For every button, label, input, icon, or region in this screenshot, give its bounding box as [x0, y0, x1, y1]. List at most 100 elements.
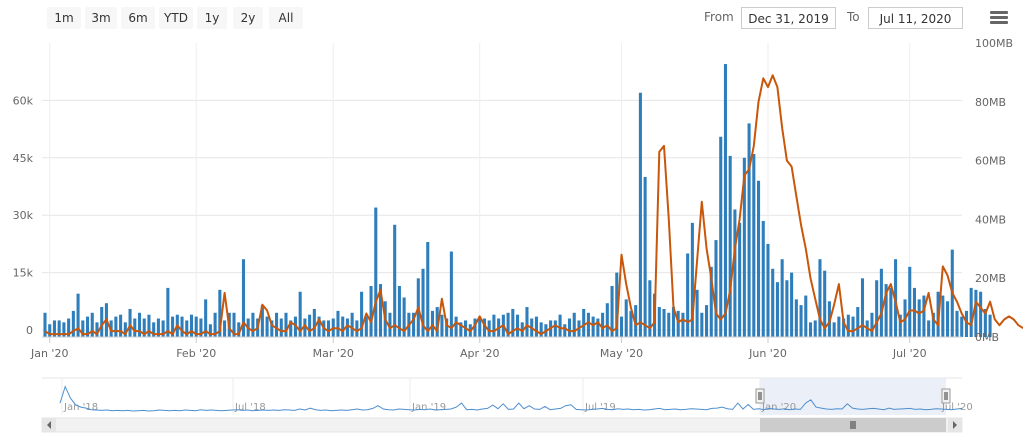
range-1m-button[interactable]: 1m	[47, 7, 81, 29]
navigator-left-handle[interactable]	[755, 388, 765, 404]
y-right-tick-label-2: 40MB	[975, 213, 1006, 226]
y-right-tick-label-4: 80MB	[975, 96, 1006, 109]
bar-99	[511, 308, 515, 337]
bar-60	[326, 320, 331, 337]
bar-32	[194, 316, 198, 337]
bar-131	[662, 308, 666, 337]
bar-23	[152, 322, 156, 337]
range-all-button[interactable]: All	[269, 7, 303, 29]
bar-18	[128, 308, 132, 337]
bar-195	[964, 310, 968, 337]
y-right-tick-label-5: 100MB	[975, 37, 1013, 50]
bar-111	[567, 318, 572, 337]
navigator-right-handle[interactable]	[941, 388, 951, 404]
bar-146	[733, 209, 737, 337]
bar-154	[771, 268, 775, 337]
bar-197	[974, 289, 978, 337]
bar-137	[690, 222, 694, 337]
bar-10	[90, 312, 94, 337]
bar-171	[851, 316, 855, 337]
hamburger-menu-icon[interactable]	[990, 11, 1008, 25]
bar-119	[605, 303, 609, 337]
bar-109	[558, 314, 562, 337]
bar-183	[908, 266, 912, 337]
bar-175	[870, 312, 874, 337]
range-2y-button[interactable]: 2y	[233, 7, 263, 29]
bar-161	[804, 295, 808, 337]
bar-29	[180, 316, 184, 337]
bar-38	[223, 320, 227, 337]
bar-16	[119, 314, 123, 337]
scrollbar-left-arrow[interactable]	[42, 418, 56, 432]
bar-52	[289, 320, 293, 337]
bar-114	[582, 308, 586, 337]
bar-91	[473, 318, 477, 337]
bar-41	[237, 322, 241, 337]
navigator-tick-label-3: Jul '19	[584, 402, 616, 413]
navigator-selected-range[interactable]	[760, 378, 946, 415]
bar-151	[756, 180, 761, 337]
bar-132	[667, 312, 671, 337]
x-tick-label-2: Mar '20	[313, 347, 354, 360]
bar-163	[813, 320, 817, 337]
bar-110	[563, 324, 567, 337]
bar-80	[421, 268, 425, 337]
bar-37	[218, 289, 222, 337]
bar-142	[714, 240, 718, 337]
bar-20	[137, 312, 142, 337]
bar-19	[133, 318, 137, 337]
y-right-tick-label-1: 20MB	[975, 272, 1006, 285]
bar-1	[48, 324, 52, 337]
range-6m-button[interactable]: 6m	[121, 7, 155, 29]
bar-156	[780, 259, 784, 337]
range-3m-button[interactable]: 3m	[85, 7, 117, 29]
bar-170	[846, 314, 850, 337]
bar-148	[742, 157, 746, 337]
bar-74	[393, 224, 397, 337]
bar-112	[572, 312, 576, 337]
bar-64	[345, 318, 349, 337]
bar-35	[208, 324, 212, 337]
bar-26	[166, 287, 170, 337]
bar-27	[171, 316, 175, 337]
bar-179	[889, 287, 893, 337]
navigator-tick-label-5: Jul '20	[941, 402, 973, 413]
bar-125	[634, 305, 638, 337]
bar-130	[657, 307, 661, 337]
bar-104	[534, 316, 538, 337]
bar-118	[601, 312, 605, 337]
bar-73	[388, 312, 392, 337]
bar-100	[516, 314, 520, 337]
bar-3	[57, 320, 61, 337]
bar-116	[591, 316, 595, 337]
range-1y-button[interactable]: 1y	[197, 7, 227, 29]
bar-177	[879, 268, 883, 337]
bar-86	[449, 251, 453, 337]
scrollbar-right-arrow[interactable]	[948, 418, 962, 432]
bar-153	[766, 243, 770, 337]
from-date-input[interactable]: Dec 31, 2019	[741, 7, 836, 29]
navigator-tick-label-2: Jan '19	[411, 402, 446, 413]
bar-31	[189, 314, 194, 337]
bar-66	[355, 320, 359, 337]
x-axis-labels: Jan '20 Feb '20 Mar '20 Apr '20 May '20 Jun '…	[30, 336, 962, 360]
bar-87	[454, 316, 458, 337]
bar-95	[492, 314, 496, 337]
bar-133	[671, 307, 676, 337]
bar-47	[265, 316, 269, 337]
range-ytd-button[interactable]: YTD	[159, 7, 193, 29]
bar-172	[856, 307, 860, 337]
bar-147	[738, 222, 742, 337]
bar-105	[539, 322, 543, 337]
bar-152	[761, 220, 765, 337]
to-date-input[interactable]: Jul 11, 2020	[868, 7, 963, 29]
bar-108	[553, 320, 557, 337]
bar-62	[336, 310, 340, 337]
y-right-tick-label-0: 0MB	[975, 331, 999, 344]
bar-21	[142, 318, 146, 337]
bar-123	[624, 299, 628, 337]
bar-176	[875, 280, 879, 337]
bar-9	[85, 316, 90, 337]
bar-44	[251, 312, 255, 337]
